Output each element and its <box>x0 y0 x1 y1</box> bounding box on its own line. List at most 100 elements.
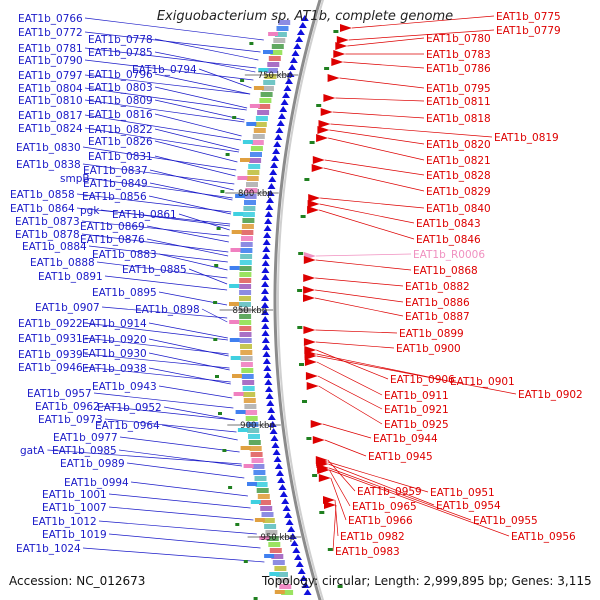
connector-left <box>76 207 231 225</box>
connector-right <box>330 477 347 521</box>
gc-mark <box>304 178 310 181</box>
feature-block <box>239 302 251 307</box>
feature-block <box>241 224 254 229</box>
connector-left <box>161 424 238 441</box>
connector-left <box>149 182 233 201</box>
forward-gene-mark <box>280 99 289 105</box>
forward-gene-mark <box>293 43 302 49</box>
reverse-gene-mark <box>303 274 316 282</box>
feature-block <box>246 182 258 187</box>
connector-left <box>119 436 240 453</box>
reverse-gene-mark <box>305 372 318 380</box>
feature-block <box>276 26 289 31</box>
gene-label-left: EAT1b_0920 <box>82 334 147 346</box>
connector-left <box>84 99 245 123</box>
feature-block <box>272 560 285 565</box>
forward-gene-mark <box>298 22 307 28</box>
connector-left <box>76 193 232 213</box>
connector-left <box>84 322 228 341</box>
connector-left <box>158 385 233 399</box>
connector-right <box>318 385 383 425</box>
gc-mark <box>299 363 304 366</box>
gene-label-left: EAT1b_0885 <box>122 264 187 276</box>
gene-label-right: EAT1b_0819 <box>494 132 559 144</box>
gene-label-left: EAT1b_0869 <box>80 221 145 233</box>
forward-gene-mark <box>263 365 272 371</box>
gene-label-left: EAT1b_1007 <box>42 502 107 514</box>
gc-mark <box>228 486 233 489</box>
connector-right <box>327 461 429 493</box>
feature-block <box>269 572 280 576</box>
feature-block <box>252 464 265 469</box>
feature-block <box>237 176 248 180</box>
connector-left <box>148 322 228 339</box>
connector-right <box>329 469 351 507</box>
feature-block <box>269 548 282 553</box>
gc-mark <box>319 511 325 514</box>
connector-left <box>154 86 248 109</box>
feature-block <box>249 104 260 108</box>
gene-label-right: EAT1b_0820 <box>426 139 491 151</box>
forward-gene-mark <box>282 505 291 511</box>
connector-left <box>84 17 264 41</box>
feature-block <box>239 272 252 277</box>
gene-label-left: EAT1b_0922 <box>18 318 83 330</box>
connector-right <box>327 459 356 492</box>
reverse-gene-mark <box>307 200 320 208</box>
feature-block <box>243 464 254 468</box>
gene-label-left: EAT1b_0797 <box>18 70 83 82</box>
feature-block <box>265 68 278 73</box>
reverse-gene-mark <box>310 420 323 428</box>
gc-mark <box>316 104 322 107</box>
feature-block <box>230 248 241 252</box>
forward-gene-mark <box>271 442 280 448</box>
forward-gene-mark <box>262 358 271 364</box>
feature-tracks <box>213 15 352 600</box>
forward-gene-mark <box>275 127 284 133</box>
reverse-gene-mark <box>316 134 329 142</box>
feature-block <box>246 122 257 126</box>
reverse-gene-mark <box>324 501 336 509</box>
gene-label-left: EAT1b_0830 <box>16 142 81 154</box>
gene-label-left: EAT1b_1019 <box>42 529 107 541</box>
gene-label-right: EAT1b_0783 <box>426 49 491 61</box>
gene-label-right: EAT1b_0982 <box>340 531 405 543</box>
forward-gene-mark <box>262 351 271 357</box>
gene-label-left: EAT1b_0952 <box>97 402 162 414</box>
connector-left <box>201 308 228 323</box>
feature-block <box>239 296 251 301</box>
gene-label-left: EAT1b_0824 <box>18 123 83 135</box>
connector-left <box>93 392 234 409</box>
gene-label-left: EAT1b_0838 <box>16 159 81 171</box>
connector-left <box>84 337 229 355</box>
reverse-gene-mark <box>323 94 336 102</box>
feature-block <box>252 134 265 139</box>
reverse-gene-mark <box>336 36 349 44</box>
feature-block <box>253 86 264 90</box>
feature-block <box>273 38 286 43</box>
gene-label-right: EAT1b_0983 <box>335 546 400 558</box>
feature-block <box>259 98 272 103</box>
forward-gene-mark <box>262 344 271 350</box>
connector-right <box>315 341 395 349</box>
connector-right <box>328 137 425 161</box>
backbone-outer <box>273 0 322 600</box>
reverse-gene-mark <box>327 74 340 82</box>
reverse-gene-mark <box>311 164 324 172</box>
forward-gene-mark <box>261 274 270 280</box>
gene-label-left: EAT1b_0778 <box>88 34 153 46</box>
gc-mark <box>243 560 248 563</box>
forward-gene-mark <box>262 246 271 252</box>
connector-left <box>154 140 238 163</box>
gene-label-left: EAT1b_1001 <box>42 489 107 501</box>
connector-left <box>104 275 228 291</box>
feature-block <box>263 50 273 54</box>
forward-gene-mark <box>297 568 306 574</box>
connector-left <box>108 493 251 509</box>
gc-mark <box>302 400 307 403</box>
forward-gene-mark <box>279 106 288 112</box>
gene-label-left: EAT1b_0930 <box>82 348 147 360</box>
reverse-gene-mark <box>331 58 344 66</box>
forward-gene-mark <box>281 498 290 504</box>
connector-left <box>154 73 251 95</box>
